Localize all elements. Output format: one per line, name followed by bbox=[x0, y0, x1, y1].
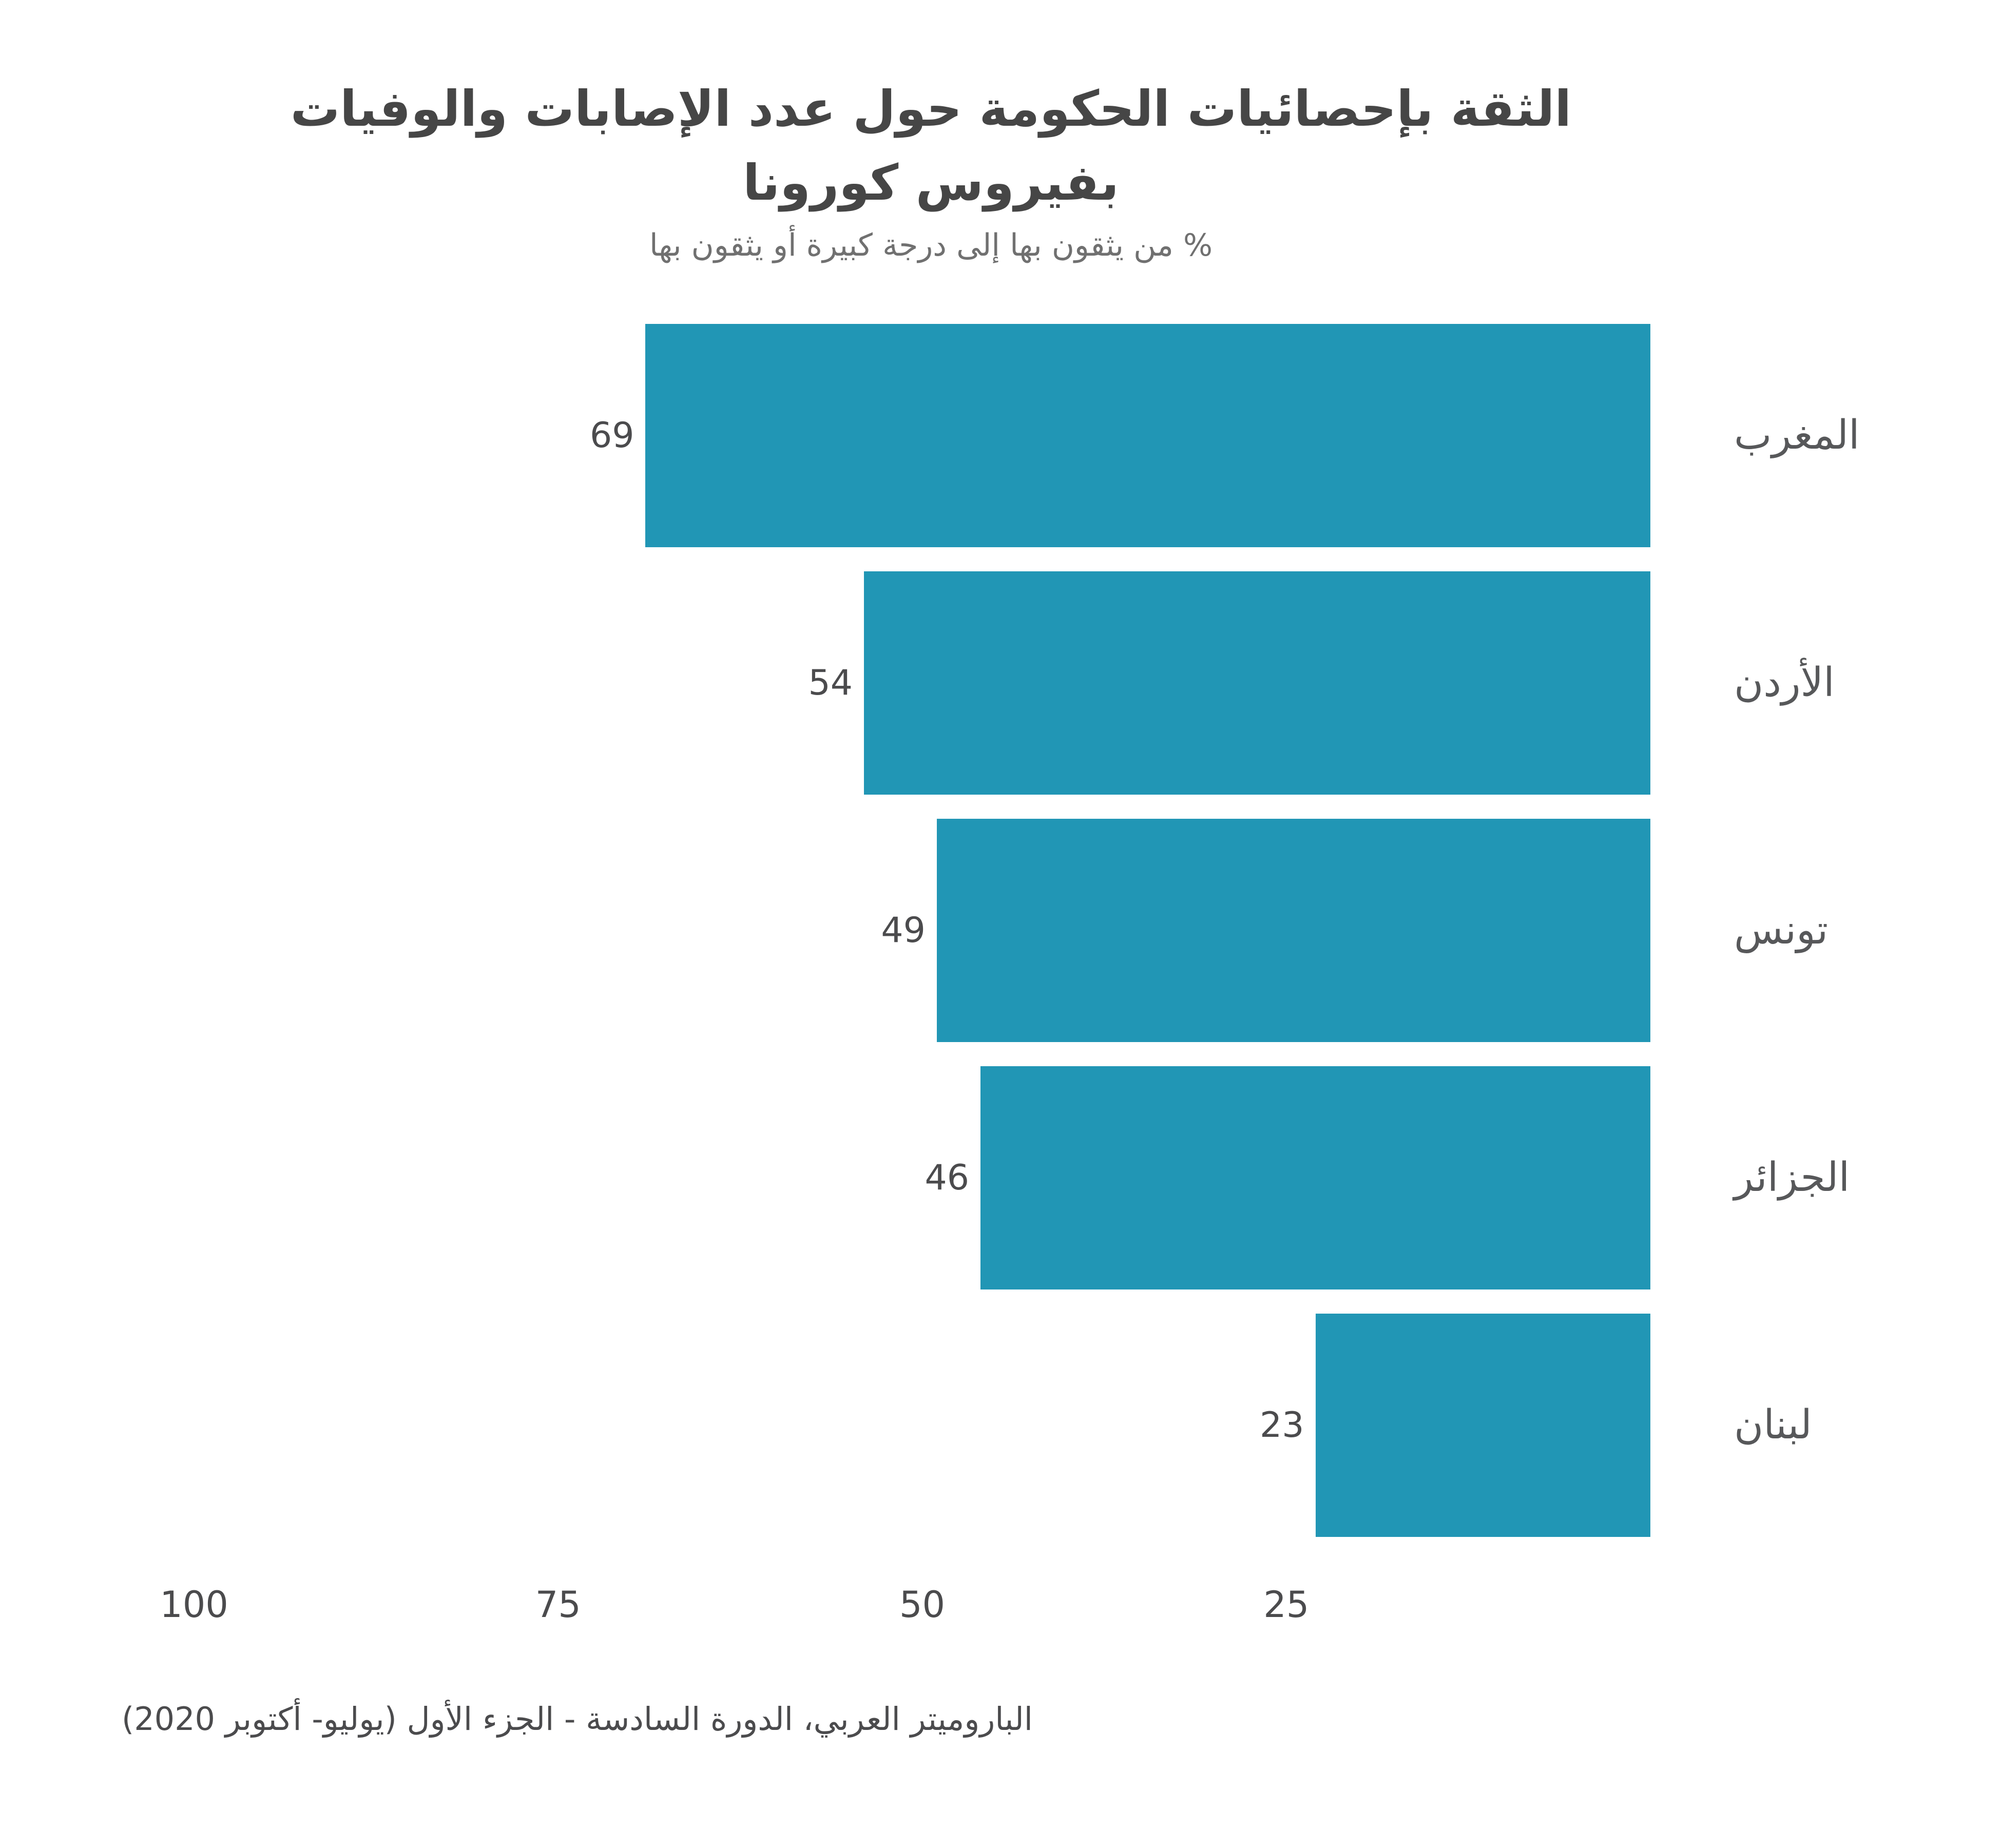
x-axis-tick: 25 bbox=[1263, 1584, 1310, 1626]
chart-plot-area: 69 المغرب 54 الأردن 49 تونس 46 الجزائر 23 لبنان bbox=[0, 324, 2002, 1556]
chart-title: الثقة بإحصائيات الحكومة حول عدد الإصابات… bbox=[0, 72, 1862, 220]
chart-title-line-2: بفيروس كورونا bbox=[743, 154, 1119, 211]
x-axis: 100 75 50 25 bbox=[0, 1584, 2002, 1640]
bar bbox=[864, 571, 1650, 795]
bar-value-label: 49 bbox=[881, 910, 926, 951]
bar-row: 23 لبنان bbox=[0, 1314, 2002, 1537]
country-label: المغرب bbox=[1734, 412, 1860, 458]
bar bbox=[980, 1066, 1650, 1289]
country-label: الجزائر bbox=[1734, 1154, 1850, 1201]
bar-value-label: 54 bbox=[808, 663, 853, 703]
bar bbox=[645, 324, 1650, 547]
bar-row: 49 تونس bbox=[0, 819, 2002, 1042]
source-note: الباروميتر العربي، الدورة السادسة - الجز… bbox=[122, 1700, 1033, 1738]
chart-subtitle: % من يثقون بها إلى درجة كبيرة أو يثقون ب… bbox=[649, 227, 1213, 263]
bar-row: 46 الجزائر bbox=[0, 1066, 2002, 1289]
bar-row: 69 المغرب bbox=[0, 324, 2002, 547]
bar-row: 54 الأردن bbox=[0, 571, 2002, 795]
x-axis-tick: 50 bbox=[899, 1584, 946, 1626]
bar bbox=[936, 819, 1650, 1042]
bar bbox=[1315, 1314, 1650, 1537]
bar-value-label: 46 bbox=[925, 1158, 969, 1198]
x-axis-tick: 100 bbox=[160, 1584, 228, 1626]
x-axis-tick: 75 bbox=[535, 1584, 581, 1626]
bar-value-label: 23 bbox=[1259, 1405, 1304, 1446]
country-label: تونس bbox=[1734, 907, 1828, 953]
country-label: لبنان bbox=[1734, 1402, 1812, 1448]
country-label: الأردن bbox=[1734, 660, 1835, 706]
chart-title-line-1: الثقة بإحصائيات الحكومة حول عدد الإصابات… bbox=[290, 80, 1572, 138]
bar-value-label: 69 bbox=[589, 415, 634, 456]
